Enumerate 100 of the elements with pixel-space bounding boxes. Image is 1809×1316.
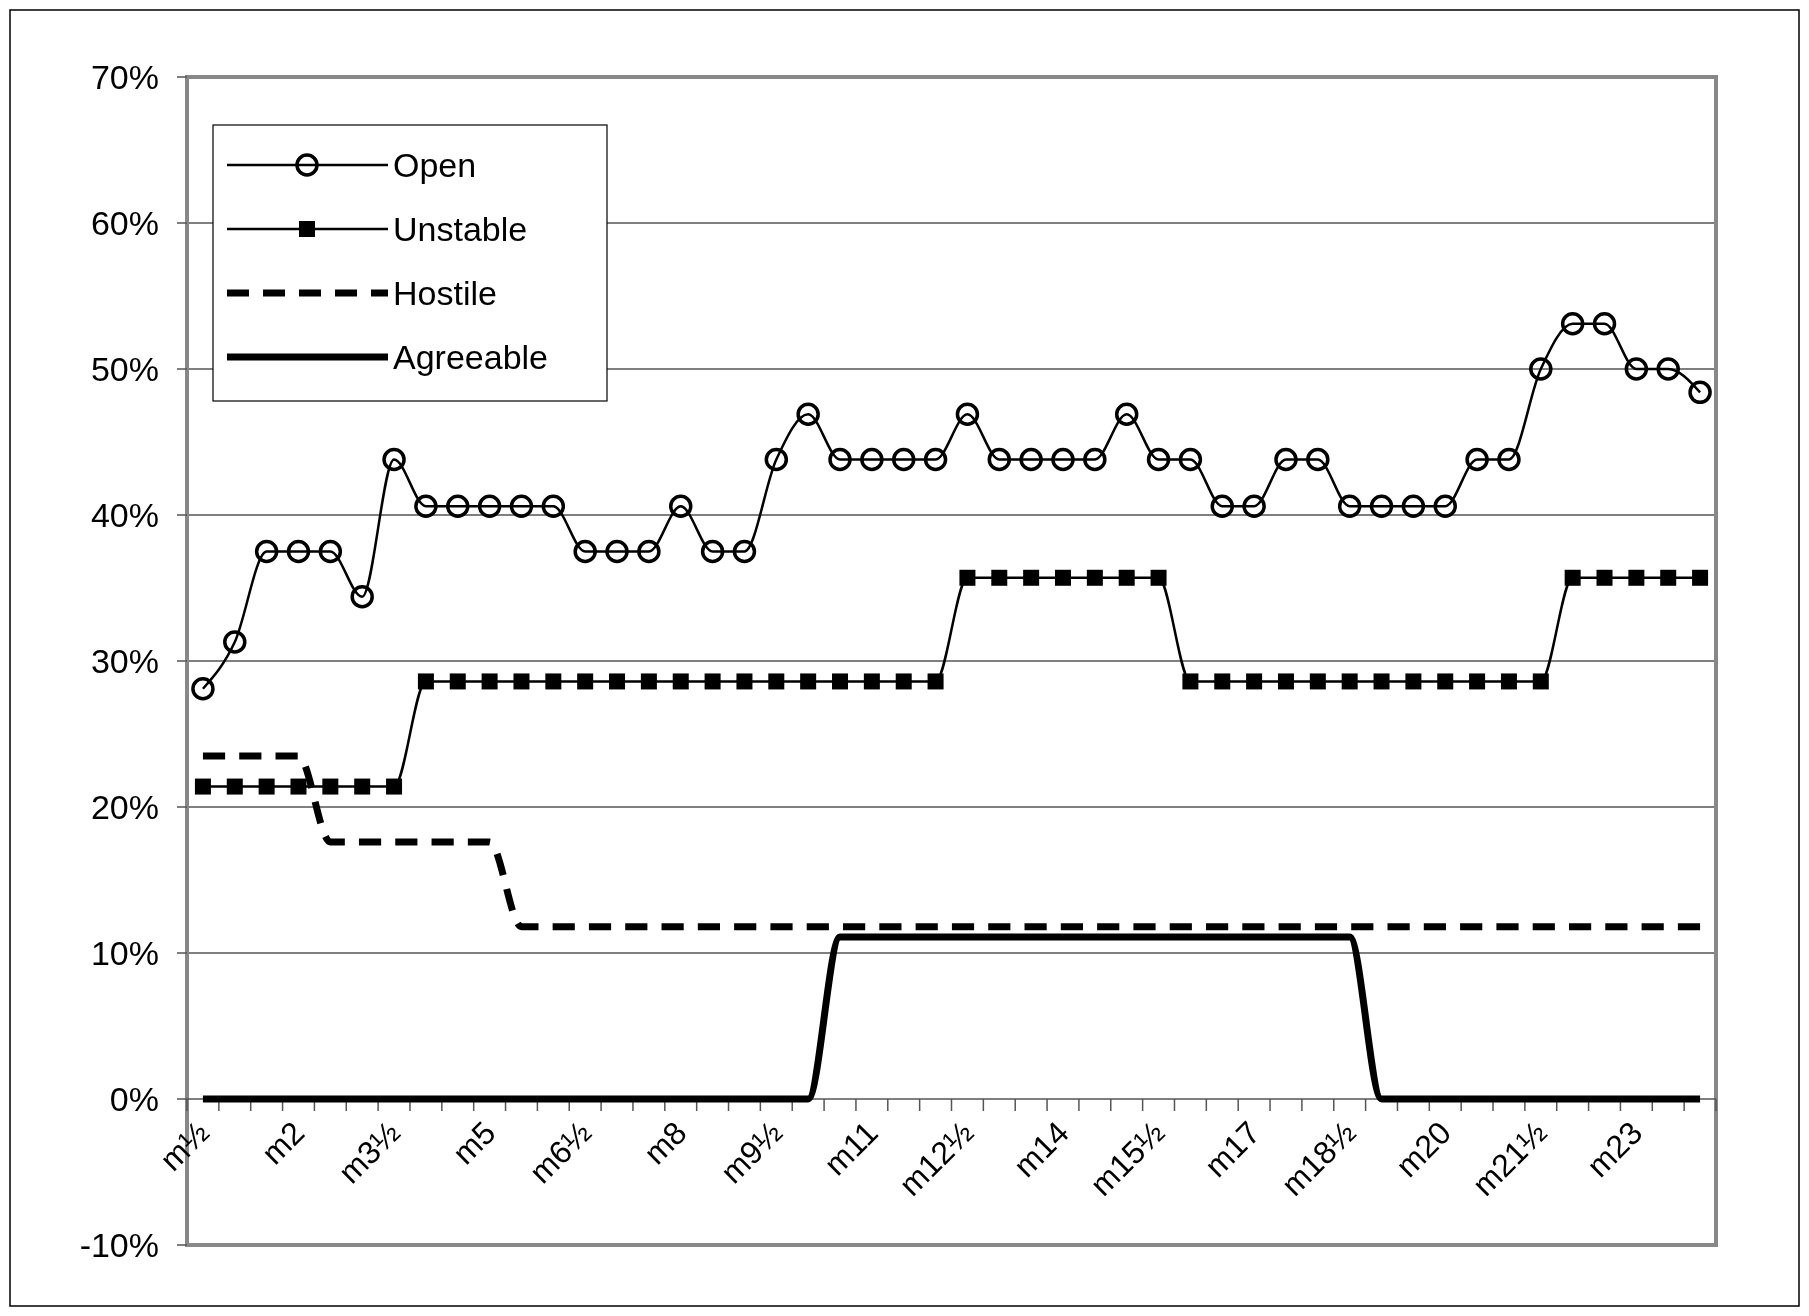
- point: [417, 673, 434, 690]
- point: [1118, 569, 1135, 586]
- point: [1274, 447, 1298, 472]
- point: [1019, 447, 1043, 472]
- point: [991, 569, 1008, 586]
- point: [509, 494, 534, 518]
- y-tick-label: 50%: [90, 349, 159, 388]
- point: [672, 673, 689, 690]
- point: [768, 673, 785, 690]
- point: [226, 778, 243, 795]
- point: [1592, 311, 1617, 336]
- point: [732, 539, 757, 564]
- point: [258, 778, 275, 795]
- point: [1054, 569, 1071, 586]
- point: [1560, 311, 1585, 336]
- point: [1341, 673, 1358, 690]
- point: [959, 569, 976, 586]
- point: [1692, 569, 1709, 586]
- point: [927, 673, 944, 690]
- point: [1309, 673, 1326, 690]
- point: [1401, 494, 1426, 518]
- point: [640, 673, 657, 690]
- point: [386, 778, 403, 795]
- point: [414, 494, 438, 518]
- point: [382, 447, 406, 472]
- y-tick-label: 60%: [90, 203, 159, 242]
- point: [863, 673, 880, 690]
- y-tick-label: 30%: [90, 641, 159, 680]
- point: [290, 778, 307, 795]
- point: [1628, 569, 1645, 586]
- point: [573, 539, 597, 564]
- point: [350, 585, 374, 609]
- point: [828, 447, 852, 472]
- point: [354, 778, 371, 795]
- point: [1086, 569, 1103, 586]
- point: [923, 447, 948, 472]
- point: [1337, 494, 1362, 518]
- point: [955, 402, 980, 427]
- point: [764, 447, 789, 472]
- legend-label: Unstable: [393, 209, 528, 248]
- point: [1083, 447, 1107, 472]
- point: [191, 676, 215, 701]
- point: [286, 539, 311, 564]
- legend-label: Hostile: [393, 273, 497, 312]
- point: [1246, 673, 1263, 690]
- x-tick-label: m8: [636, 1114, 694, 1172]
- point: [1624, 357, 1649, 381]
- point: [1437, 673, 1454, 690]
- point: [1465, 447, 1489, 472]
- point: [796, 402, 820, 427]
- y-tick-label: 70%: [90, 57, 159, 96]
- point: [513, 673, 530, 690]
- point: [987, 447, 1012, 472]
- point: [832, 673, 849, 690]
- point: [1656, 357, 1680, 381]
- y-tick-label: 40%: [90, 495, 159, 534]
- point: [194, 778, 211, 795]
- point: [545, 673, 562, 690]
- point: [609, 673, 626, 690]
- point: [481, 673, 498, 690]
- y-tick-label: -10%: [79, 1225, 159, 1264]
- point: [1210, 494, 1235, 518]
- x-tick-label: m5: [445, 1114, 503, 1172]
- y-tick-label: 10%: [90, 933, 159, 972]
- point: [1660, 569, 1677, 586]
- point: [1277, 673, 1294, 690]
- point: [860, 447, 884, 472]
- point: [254, 539, 279, 564]
- point: [1182, 673, 1199, 690]
- point: [1214, 673, 1231, 690]
- point: [637, 539, 661, 564]
- point: [700, 539, 725, 564]
- point: [318, 539, 343, 564]
- point: [1023, 569, 1040, 586]
- point: [1051, 447, 1075, 472]
- point: [477, 494, 502, 518]
- point: [1688, 380, 1712, 405]
- point: [1564, 569, 1581, 586]
- point: [449, 673, 466, 690]
- point: [223, 630, 247, 654]
- point: [704, 673, 721, 690]
- legend-label: Agreeable: [393, 337, 549, 376]
- x-tick-label: m2: [254, 1114, 312, 1172]
- point: [1369, 494, 1394, 518]
- point: [322, 778, 339, 795]
- point: [541, 494, 566, 518]
- point: [1114, 402, 1139, 427]
- point: [1146, 447, 1171, 472]
- point: [1532, 673, 1549, 690]
- point: [1373, 673, 1390, 690]
- point: [1405, 673, 1422, 690]
- point: [668, 494, 693, 518]
- point: [1500, 673, 1517, 690]
- point: [1596, 569, 1613, 586]
- point: [1433, 494, 1457, 518]
- point: [605, 539, 629, 564]
- point: [1150, 569, 1167, 586]
- point: [895, 673, 912, 690]
- y-tick-label: 20%: [90, 787, 159, 826]
- point: [1178, 447, 1203, 472]
